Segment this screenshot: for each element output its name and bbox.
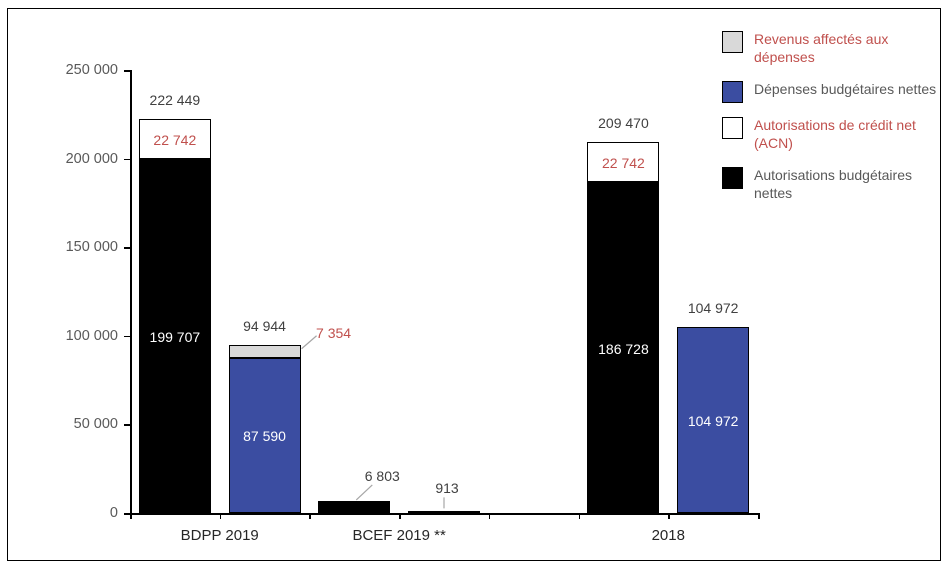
x-axis-category-label: BCEF 2019 ** bbox=[352, 527, 446, 544]
legend-swatch-revenus-icon bbox=[722, 31, 743, 53]
segment-value-label: 87 590 bbox=[243, 428, 286, 445]
x-axis-tick bbox=[578, 513, 581, 519]
y-axis-tick bbox=[124, 158, 130, 161]
y-axis-tick-label: 200 000 bbox=[65, 150, 118, 167]
y-axis-tick bbox=[124, 513, 130, 515]
bar-segment-d-penses-budg-taires-nettes bbox=[677, 326, 750, 513]
bar-segment-autorisations-de-cr-dit-net-acn- bbox=[138, 118, 211, 160]
x-axis-tick bbox=[668, 513, 670, 519]
x-axis-tick bbox=[758, 513, 760, 519]
x-axis-tick bbox=[488, 513, 491, 519]
y-axis-tick-label: 150 000 bbox=[65, 239, 118, 256]
legend-swatch-acn-icon bbox=[722, 116, 743, 139]
y-axis-tick-label: 0 bbox=[109, 505, 118, 521]
bar-segment-autorisations-de-cr-dit-net-acn- bbox=[587, 141, 660, 183]
bar-segment-autorisations-budg-taires-nettes bbox=[138, 159, 211, 513]
segment-value-label: 186 728 bbox=[598, 340, 649, 357]
segment-value-label: 199 707 bbox=[149, 329, 201, 346]
bar-segment-revenus-affect-s-aux-d-penses bbox=[228, 344, 301, 358]
x-axis-category-label: 2018 bbox=[651, 527, 685, 544]
bar-segment-d-penses-budg-taires-nettes bbox=[228, 357, 301, 513]
bar-total-label: 104 972 bbox=[687, 299, 739, 316]
legend-swatch-autorisations-icon bbox=[722, 166, 743, 189]
x-axis-tick bbox=[219, 513, 222, 519]
legend-label-acn: Autorisations de crédit net (ACN) bbox=[754, 116, 916, 152]
y-axis-tick bbox=[124, 70, 130, 72]
bar-segment-autorisations-budg-taires-nettes bbox=[318, 500, 391, 513]
y-axis-tick-label: 100 000 bbox=[65, 327, 118, 344]
segment-value-label: 104 972 bbox=[687, 412, 739, 429]
legend-item-acn: Autorisations de crédit net (ACN) bbox=[722, 116, 940, 153]
x-axis-tick bbox=[130, 513, 132, 519]
y-axis-tick bbox=[124, 247, 130, 249]
y-axis-tick bbox=[124, 335, 130, 338]
bar-total-label: 222 449 bbox=[149, 91, 201, 108]
legend-swatch-depenses-icon bbox=[722, 80, 743, 103]
bar-segment-autorisations-budg-taires-nettes bbox=[587, 182, 660, 513]
bar-total-label: 94 944 bbox=[243, 317, 286, 334]
bar-total-label: 6 803 bbox=[364, 467, 400, 484]
y-axis-line bbox=[130, 70, 132, 513]
x-axis-tick bbox=[309, 513, 311, 519]
segment-value-label: 22 742 bbox=[153, 131, 197, 148]
segment-callout-label: 7 354 bbox=[316, 324, 352, 341]
legend-label-revenus: Revenus affectés aux dépenses bbox=[754, 31, 889, 66]
legend-item-depenses-nettes: Dépenses budgétaires nettes bbox=[722, 80, 940, 103]
segment-value-label: 22 742 bbox=[602, 154, 645, 171]
x-axis-category-label: BDPP 2019 bbox=[180, 527, 259, 544]
bar-total-label: 209 470 bbox=[598, 114, 649, 131]
legend-label-depenses: Dépenses budgétaires nettes bbox=[754, 80, 937, 97]
bar-total-label: 913 bbox=[435, 480, 459, 497]
legend-item-autorisations-nettes: Autorisations budgétaires nettes bbox=[722, 166, 940, 203]
x-axis-tick bbox=[399, 513, 401, 519]
chart-legend: Revenus affectés aux dépenses Dépenses b… bbox=[722, 30, 940, 216]
y-axis-tick bbox=[124, 424, 130, 426]
x-axis-line bbox=[130, 513, 759, 515]
bar-segment-autorisations-budg-taires-nettes bbox=[408, 511, 480, 513]
legend-item-revenus-affectes: Revenus affectés aux dépenses bbox=[722, 30, 940, 67]
legend-label-autorisations: Autorisations budgétaires nettes bbox=[754, 166, 912, 202]
y-axis-tick-label: 250 000 bbox=[65, 62, 118, 78]
y-axis-tick-label: 50 000 bbox=[73, 416, 118, 433]
